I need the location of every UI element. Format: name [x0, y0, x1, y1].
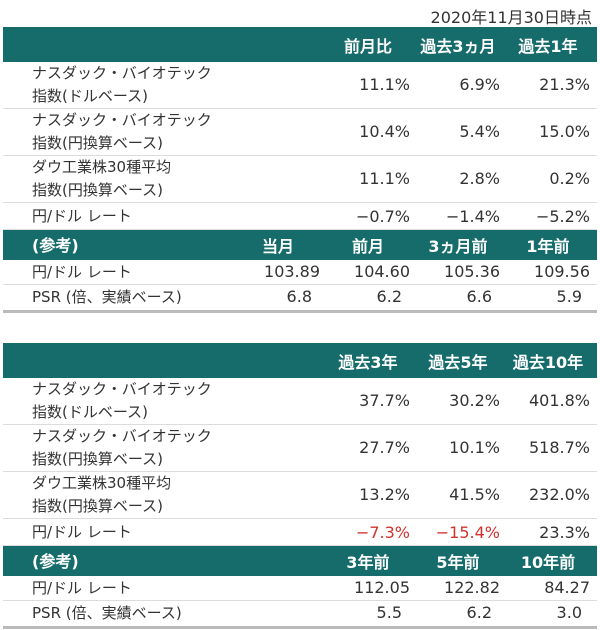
row-label: ダウ工業株30種平均 指数(円換算ベース): [32, 472, 171, 518]
value-cell: 11.1%: [359, 169, 410, 188]
value-cell: 11.1%: [359, 75, 410, 94]
value-cell: 109.56: [534, 262, 590, 281]
column-header: 過去5年: [428, 352, 488, 372]
table-row: ダウ工業株30種平均 指数(円換算ベース) 11.1% 2.8% 0.2%: [3, 156, 597, 203]
table-row: ナスダック・バイオテック 指数(ドルベース) 37.7% 30.2% 401.8%: [3, 378, 597, 425]
long-term-performance-table: 過去3年 過去5年 過去10年ナスダック・バイオテック 指数(ドルベース) 37.7% 3…: [3, 343, 597, 629]
reference-row: 円/ドル レート 103.89 104.60 105.36 109.56: [3, 260, 597, 285]
short-term-performance-table: 前月比 過去3ヵ月 過去1年ナスダック・バイオテック 指数(ドルベース) 11.1% 6.…: [3, 27, 597, 313]
value-cell: 5.4%: [459, 122, 500, 141]
value-cell: 112.05: [354, 578, 410, 597]
value-cell: 6.2: [466, 603, 492, 622]
value-cell: 21.3%: [539, 75, 590, 94]
row-label: PSR (倍、実績ベース): [32, 604, 182, 622]
row-label-line: ナスダック・バイオテック: [32, 427, 212, 445]
column-header: 過去10年: [512, 352, 584, 372]
value-cell: 6.8: [286, 287, 312, 306]
reference-row: 円/ドル レート 112.05 122.82 84.27: [3, 576, 597, 601]
column-header: 前月比: [343, 36, 392, 56]
row-label-line: ナスダック・バイオテック: [32, 111, 212, 129]
reference-row: PSR (倍、実績ベース) 6.8 6.2 6.6 5.9: [3, 285, 597, 313]
row-label: ダウ工業株30種平均 指数(円換算ベース): [32, 156, 171, 202]
row-label-line: 円/ドル レート: [32, 207, 132, 225]
table-row: 円/ドル レート −7.3% −15.4% 23.3%: [3, 519, 597, 546]
row-label-line: 指数(円換算ベース): [32, 497, 163, 515]
row-label-line: 指数(円換算ベース): [32, 134, 163, 152]
value-cell: 401.8%: [528, 391, 590, 410]
row-label: PSR (倍、実績ベース): [32, 288, 182, 306]
value-cell: 5.5: [376, 603, 402, 622]
value-cell: 30.2%: [449, 391, 500, 410]
row-label: 円/ドル レート: [32, 263, 132, 281]
reference-column-header: 10年前: [520, 553, 576, 572]
row-label-line: 指数(ドルベース): [32, 403, 148, 421]
value-cell: 5.9: [556, 287, 582, 306]
value-cell: 23.3%: [539, 523, 590, 542]
row-label-line: 指数(円換算ベース): [32, 181, 163, 199]
value-cell: 3.0: [556, 603, 582, 622]
value-cell: 13.2%: [359, 485, 410, 504]
table-row: 円/ドル レート −0.7% −1.4% −5.2%: [3, 203, 597, 230]
reference-column-header: 当月: [261, 237, 294, 256]
row-label-line: 指数(円換算ベース): [32, 450, 163, 468]
reference-header-row: (参考) 3年前 5年前 10年前: [3, 546, 597, 576]
value-cell: 37.7%: [359, 391, 410, 410]
row-label-line: ダウ工業株30種平均: [32, 474, 172, 492]
value-cell: 105.36: [444, 262, 500, 281]
row-label-line: 円/ドル レート: [32, 523, 132, 541]
value-cell: −7.3%: [355, 523, 410, 542]
row-label-line: ダウ工業株30種平均: [32, 158, 172, 176]
value-cell: −5.2%: [535, 207, 590, 226]
value-cell: 103.89: [264, 262, 320, 281]
row-label: 円/ドル レート: [32, 521, 132, 544]
row-label: ナスダック・バイオテック 指数(円換算ベース): [32, 109, 212, 155]
value-cell: 232.0%: [528, 485, 590, 504]
row-label: ナスダック・バイオテック 指数(円換算ベース): [32, 425, 212, 471]
value-cell: −1.4%: [445, 207, 500, 226]
row-label-line: ナスダック・バイオテック: [32, 64, 212, 82]
reference-column-header: 1年前: [526, 237, 570, 256]
value-cell: 104.60: [354, 262, 410, 281]
reference-column-header: 3年前: [346, 553, 390, 572]
table-header-row: 前月比 過去3ヵ月 過去1年: [3, 27, 597, 62]
reference-column-header: 5年前: [436, 553, 480, 572]
value-cell: 6.6: [466, 287, 492, 306]
value-cell: 0.2%: [549, 169, 590, 188]
reference-column-header: 3ヵ月前: [428, 237, 488, 256]
reference-row: PSR (倍、実績ベース) 5.5 6.2 3.0: [3, 601, 597, 629]
row-label: ナスダック・バイオテック 指数(ドルベース): [32, 62, 212, 108]
row-label: 円/ドル レート: [32, 205, 132, 228]
value-cell: 2.8%: [459, 169, 500, 188]
value-cell: 10.4%: [359, 122, 410, 141]
column-header: 過去1年: [518, 36, 578, 56]
column-header: 過去3年: [338, 352, 398, 372]
as-of-date: 2020年11月30日時点: [430, 8, 592, 27]
reference-label: (参考): [32, 551, 79, 571]
value-cell: −0.7%: [355, 207, 410, 226]
reference-header-row: (参考) 当月 前月 3ヵ月前 1年前: [3, 230, 597, 260]
value-cell: 10.1%: [449, 438, 500, 457]
table-row: ナスダック・バイオテック 指数(円換算ベース) 27.7% 10.1% 518.7%: [3, 425, 597, 472]
table-row: ナスダック・バイオテック 指数(円換算ベース) 10.4% 5.4% 15.0%: [3, 109, 597, 156]
row-label-line: ナスダック・バイオテック: [32, 380, 212, 398]
column-header: 過去3ヵ月: [420, 36, 496, 56]
table-row: ダウ工業株30種平均 指数(円換算ベース) 13.2% 41.5% 232.0%: [3, 472, 597, 519]
table-row: ナスダック・バイオテック 指数(ドルベース) 11.1% 6.9% 21.3%: [3, 62, 597, 109]
reference-column-header: 前月: [351, 237, 384, 256]
value-cell: 122.82: [444, 578, 500, 597]
value-cell: 6.2: [376, 287, 402, 306]
value-cell: 518.7%: [528, 438, 590, 457]
row-label-line: 指数(ドルベース): [32, 87, 148, 105]
table-header-row: 過去3年 過去5年 過去10年: [3, 343, 597, 378]
reference-label: (参考): [32, 235, 79, 255]
value-cell: 41.5%: [449, 485, 500, 504]
value-cell: 27.7%: [359, 438, 410, 457]
value-cell: −15.4%: [435, 523, 500, 542]
value-cell: 84.27: [544, 578, 590, 597]
value-cell: 15.0%: [539, 122, 590, 141]
row-label: 円/ドル レート: [32, 579, 132, 597]
value-cell: 6.9%: [459, 75, 500, 94]
row-label: ナスダック・バイオテック 指数(ドルベース): [32, 378, 212, 424]
